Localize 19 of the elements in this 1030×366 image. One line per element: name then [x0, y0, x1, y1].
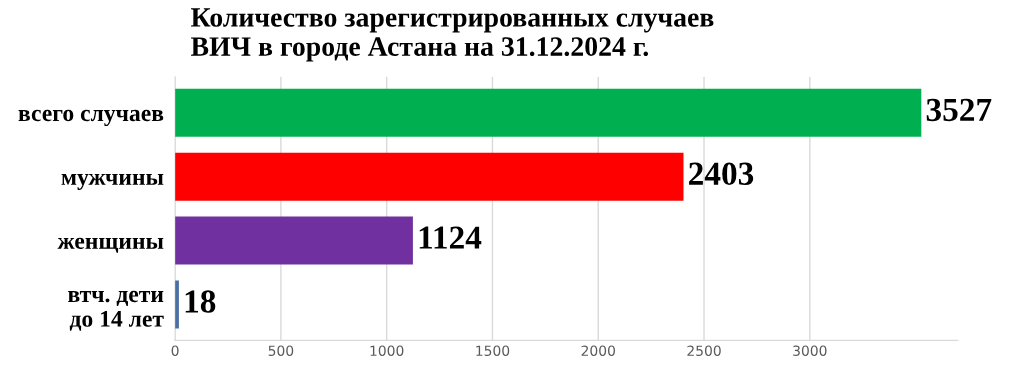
data-label: 3527 — [926, 98, 992, 122]
x-tick-label: 1000 — [370, 345, 404, 356]
x-tick-label: 2000 — [581, 345, 615, 356]
bar — [175, 152, 684, 201]
data-label: 1124 — [419, 226, 482, 249]
data-label: 18 — [185, 290, 216, 313]
x-tick-label: 0 — [171, 345, 179, 356]
x-tick-label: 1500 — [476, 345, 510, 356]
y-tick-label: мужчины — [61, 174, 164, 190]
bar — [175, 216, 413, 265]
y-tick-label: всего случаев — [18, 109, 164, 127]
chart-title: Количество зарегистрированных случаев ВИЧ в городе Астана на 31.12.2024 г. — [191, 8, 714, 62]
bar — [175, 88, 922, 137]
y-tick-label: втч. дети до 14 лет — [68, 290, 164, 331]
data-label: 2403 — [689, 162, 754, 186]
y-tick-label: женщины — [57, 237, 164, 253]
x-tick-label: 3000 — [793, 345, 827, 356]
x-tick-label: 2500 — [687, 345, 721, 356]
x-tick-label: 500 — [268, 345, 294, 356]
